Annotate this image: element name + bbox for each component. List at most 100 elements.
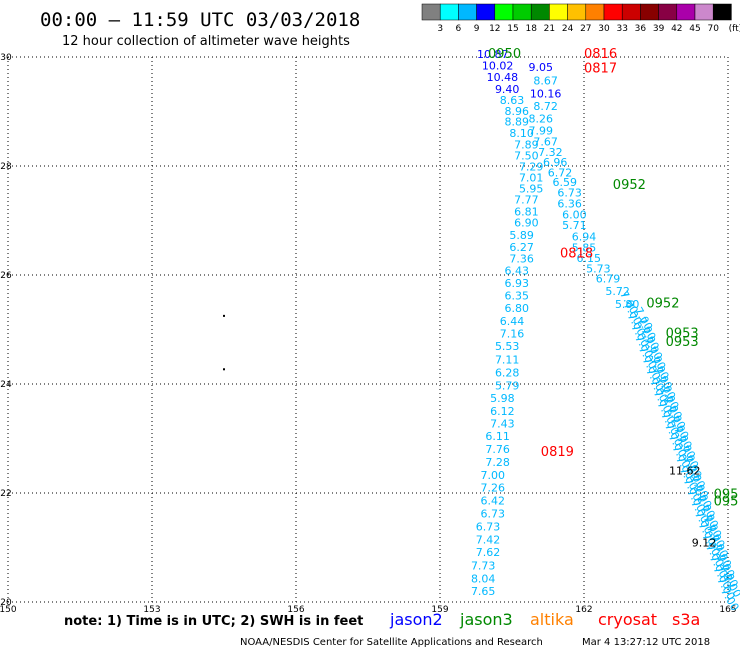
data-point: 5.71 bbox=[562, 219, 587, 232]
data-point: 7.50 bbox=[514, 149, 539, 162]
data-point: 8.63 bbox=[500, 94, 525, 107]
data-point: 6.90 bbox=[514, 216, 539, 229]
pass-label: 0816 bbox=[584, 47, 617, 62]
scale-label: 39 bbox=[653, 24, 665, 34]
axis-ticks: 150 153 156 159 162 165 20 22 24 26 28 30 bbox=[0, 53, 737, 615]
footer-note: note: 1) Time is in UTC; 2) SWH is in fe… bbox=[64, 614, 363, 629]
scale-label: 27 bbox=[580, 24, 591, 34]
data-point: 5.53 bbox=[495, 340, 520, 353]
point-marker bbox=[223, 314, 225, 317]
pass-label: 0953 bbox=[666, 327, 699, 342]
data-point: 6.36 bbox=[557, 197, 582, 210]
data-point: 6.28 bbox=[495, 366, 520, 379]
data-point: 6.81 bbox=[514, 206, 539, 219]
data-point: 7.00 bbox=[481, 469, 506, 482]
scale-swatch bbox=[421, 3, 441, 21]
scale-label: 21 bbox=[544, 24, 555, 34]
data-point: 5.80 bbox=[615, 298, 640, 311]
data-point: 8.89 bbox=[505, 116, 530, 129]
markers bbox=[223, 314, 225, 371]
data-point: 7.43 bbox=[490, 418, 515, 431]
satellite-legend: jason2 jason3 altika cryosat s3a bbox=[389, 610, 700, 629]
y-tick-label: 24 bbox=[0, 380, 12, 390]
data-point: 6.73 bbox=[476, 521, 501, 534]
data-point: 10.16 bbox=[530, 87, 562, 100]
data-point: 6.72 bbox=[548, 166, 573, 179]
data-point: 7.26 bbox=[481, 481, 506, 494]
scale-label: 70 bbox=[707, 24, 719, 34]
data-point: 5.73 bbox=[586, 262, 611, 275]
data-point: 8.72 bbox=[533, 100, 558, 113]
data-point: 9.12 bbox=[692, 536, 717, 549]
scale-swatch bbox=[476, 3, 496, 21]
data-point: 7.32 bbox=[538, 146, 563, 159]
data-point: 6.73 bbox=[481, 508, 506, 521]
data-point: 6.12 bbox=[490, 405, 515, 418]
data-point: 6.44 bbox=[500, 315, 525, 328]
data-point: 5.95 bbox=[519, 183, 544, 196]
data-point: 6.79 bbox=[596, 273, 621, 286]
data-point: 7.62 bbox=[476, 546, 501, 559]
data-point: 10.02 bbox=[482, 60, 514, 73]
data-point: 6.42 bbox=[481, 494, 506, 507]
scale-label: 6 bbox=[456, 24, 462, 34]
data-point: 7.67 bbox=[533, 135, 558, 148]
data-point: 5.79 bbox=[495, 379, 520, 392]
pass-label: 095 bbox=[714, 495, 739, 510]
y-tick-label: 20 bbox=[0, 598, 12, 608]
track-lines: 7.007.007.007.007.007.007.007.007.007.00… bbox=[617, 289, 740, 614]
pass-label: 0953 bbox=[666, 335, 699, 350]
data-point: 8.26 bbox=[529, 112, 554, 125]
data-point: 9.05 bbox=[529, 61, 554, 74]
scale-label: 18 bbox=[525, 24, 537, 34]
data-point: 6.00 bbox=[562, 208, 587, 221]
data-point: 6.35 bbox=[505, 290, 530, 303]
data-point: 7.99 bbox=[529, 124, 554, 137]
pass-label: 0952 bbox=[646, 297, 679, 312]
pass-label: 0819 bbox=[541, 445, 574, 460]
data-point: 7.89 bbox=[514, 139, 539, 152]
data-point: 6.80 bbox=[505, 302, 530, 315]
satellite-jason3: jason3 bbox=[459, 610, 513, 629]
footer-timestamp: Mar 4 13:27:12 UTC 2018 bbox=[582, 637, 710, 648]
data-point: 6.96 bbox=[543, 156, 568, 169]
y-tick-label: 26 bbox=[0, 271, 12, 281]
point-marker bbox=[223, 368, 225, 371]
scale-swatch bbox=[658, 3, 678, 21]
data-point: 6.43 bbox=[505, 264, 530, 277]
data-point: 5.98 bbox=[490, 392, 515, 405]
data-point: 5.85 bbox=[572, 242, 597, 255]
scale-swatch bbox=[712, 3, 732, 21]
x-tick-label: 159 bbox=[431, 605, 448, 615]
scale-label: 24 bbox=[562, 24, 574, 34]
data-point: 7.77 bbox=[514, 194, 539, 207]
scale-label: 36 bbox=[635, 24, 647, 34]
chart-subtitle: 12 hour collection of altimeter wave hei… bbox=[62, 34, 350, 49]
data-point: 7.76 bbox=[485, 443, 510, 456]
data-point: 6.93 bbox=[505, 277, 530, 290]
scale-swatch bbox=[549, 3, 568, 21]
data-point: 10.48 bbox=[487, 71, 519, 84]
data-point: 7.28 bbox=[485, 456, 510, 469]
satellite-cryosat: cryosat bbox=[598, 610, 657, 629]
scale-swatch bbox=[512, 3, 532, 21]
scale-label: 12 bbox=[489, 24, 500, 34]
data-point: 6.94 bbox=[572, 231, 597, 244]
data-point: 10.87 bbox=[477, 48, 509, 61]
satellite-s3a: s3a bbox=[672, 610, 700, 629]
footer-credit: NOAA/NESDIS Center for Satellite Applica… bbox=[240, 637, 543, 648]
data-point: 7.01 bbox=[519, 171, 544, 184]
x-tick-label: 165 bbox=[719, 605, 736, 615]
data-point: 7.73 bbox=[471, 559, 496, 572]
scale-swatch bbox=[494, 3, 514, 21]
scale-swatch bbox=[640, 3, 659, 21]
scale-label: 42 bbox=[671, 24, 682, 34]
y-tick-label: 28 bbox=[0, 162, 12, 172]
pass-label: 0818 bbox=[560, 247, 593, 262]
data-point: 6.15 bbox=[577, 252, 602, 265]
data-point: 7.65 bbox=[471, 585, 496, 598]
data-point: 11.62 bbox=[669, 464, 701, 477]
